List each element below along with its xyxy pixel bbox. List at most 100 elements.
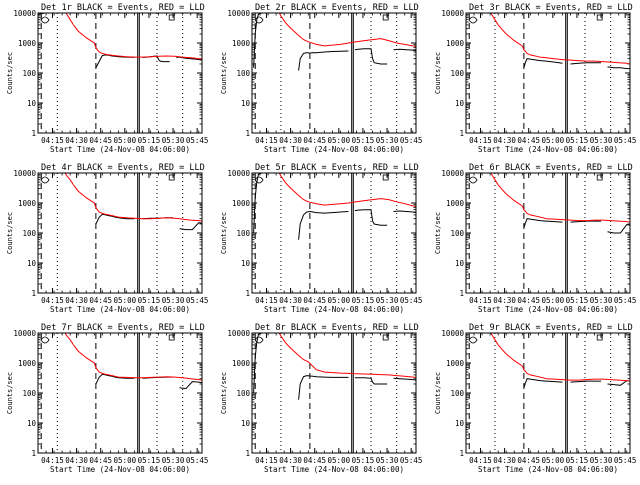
chart-title: Det 2r BLACK = Events, RED = LLD: [255, 3, 419, 13]
x-axis-label: Start Time (24-Nov-08 04:06:00): [50, 305, 190, 314]
state-glyph-box: [382, 174, 389, 181]
series-line-lld: [252, 333, 416, 378]
x-tick-label: 05:30: [590, 456, 613, 465]
y-tick-label: 10000: [441, 329, 464, 338]
x-tick-label: 05:45: [400, 136, 423, 145]
series-line-events: [38, 13, 202, 68]
plot-frame: [465, 332, 631, 454]
x-tick-label: 04:15: [469, 456, 492, 465]
state-glyph: [40, 176, 50, 184]
series-line-lld: [490, 173, 630, 223]
y-tick-label: 1000: [232, 39, 251, 48]
y-axis-label: Counts/sec: [6, 372, 14, 414]
x-tick-label: 05:00: [114, 136, 137, 145]
x-tick-label: 04:30: [279, 296, 302, 305]
x-tick-label: 04:30: [493, 456, 516, 465]
y-tick-label: 1000: [18, 359, 37, 368]
y-tick-label: 1: [245, 289, 250, 298]
y-tick-label: 1: [31, 289, 36, 298]
x-tick-label: 04:45: [517, 296, 540, 305]
series-line-events: [253, 13, 416, 71]
x-axis-label: Start Time (24-Nov-08 04:06:00): [264, 465, 404, 474]
x-tick-label: 05:15: [138, 136, 161, 145]
y-tick-label: 100: [22, 229, 36, 238]
x-tick-label: 04:45: [89, 296, 112, 305]
chart-panel-3: Det 3r BLACK = Events, RED = LLD Counts/s…: [434, 3, 637, 154]
x-tick-label: 05:30: [376, 456, 399, 465]
y-tick-label: 10: [455, 99, 465, 108]
x-tick-label: 04:45: [517, 136, 540, 145]
x-tick-label: 05:30: [590, 296, 613, 305]
state-glyph: [468, 16, 478, 24]
state-glyph-box: [168, 174, 175, 181]
plot-frame: [37, 172, 203, 294]
plot-frame: [251, 172, 417, 294]
series-line-events: [253, 173, 416, 240]
x-tick-label: 04:15: [41, 456, 64, 465]
y-axis-label: Counts/sec: [220, 52, 228, 94]
chart-title: Det 9r BLACK = Events, RED = LLD: [469, 323, 633, 333]
y-tick-label: 1: [245, 129, 250, 138]
y-tick-label: 1000: [232, 199, 251, 208]
x-tick-label: 05:15: [138, 296, 161, 305]
series-line-events: [253, 333, 416, 400]
x-tick-label: 04:45: [303, 136, 326, 145]
x-tick-label: 05:15: [566, 296, 589, 305]
state-glyph-box: [382, 334, 389, 341]
state-glyph-box: [596, 14, 603, 21]
y-tick-label: 100: [236, 389, 250, 398]
y-axis-label: Counts/sec: [6, 52, 14, 94]
x-tick-label: 05:45: [614, 136, 637, 145]
y-tick-label: 100: [450, 389, 464, 398]
x-tick-label: 05:45: [614, 456, 637, 465]
x-axis-label: Start Time (24-Nov-08 04:06:00): [50, 465, 190, 474]
x-tick-label: 04:15: [41, 296, 64, 305]
state-glyph: [40, 16, 50, 24]
chart-title: Det 4r BLACK = Events, RED = LLD: [41, 163, 205, 173]
x-axis-label: Start Time (24-Nov-08 04:06:00): [478, 465, 618, 474]
x-tick-label: 05:15: [352, 296, 375, 305]
plot-frame: [251, 332, 417, 454]
x-tick-label: 05:15: [566, 136, 589, 145]
x-tick-label: 05:00: [328, 296, 351, 305]
y-tick-label: 1: [31, 449, 36, 458]
x-tick-label: 04:15: [255, 456, 278, 465]
chart-title: Det 7r BLACK = Events, RED = LLD: [41, 323, 205, 333]
y-tick-label: 100: [236, 229, 250, 238]
y-tick-label: 10: [27, 99, 37, 108]
y-tick-label: 1: [459, 289, 464, 298]
x-tick-label: 04:30: [493, 136, 516, 145]
y-tick-label: 1000: [446, 199, 465, 208]
chart-panel-9: Det 9r BLACK = Events, RED = LLD Counts/s…: [434, 323, 637, 474]
chart-panel-8: Det 8r BLACK = Events, RED = LLD Counts/s…: [220, 323, 423, 474]
chart-title: Det 6r BLACK = Events, RED = LLD: [469, 163, 633, 173]
x-tick-label: 05:30: [376, 296, 399, 305]
x-tick-label: 05:45: [400, 456, 423, 465]
y-tick-label: 1000: [232, 359, 251, 368]
chart-title: Det 8r BLACK = Events, RED = LLD: [255, 323, 419, 333]
y-axis-label: Counts/sec: [434, 52, 442, 94]
state-glyph-box: [168, 14, 175, 21]
x-tick-label: 04:15: [255, 296, 278, 305]
y-tick-label: 10: [27, 419, 37, 428]
series-line-events: [523, 58, 630, 70]
x-tick-label: 05:30: [162, 296, 185, 305]
y-tick-label: 100: [22, 389, 36, 398]
x-tick-label: 04:45: [303, 296, 326, 305]
plot-area: [468, 13, 630, 133]
x-tick-label: 04:45: [89, 456, 112, 465]
series-line-lld: [38, 173, 202, 222]
x-tick-label: 05:45: [400, 296, 423, 305]
y-tick-label: 10: [455, 419, 465, 428]
x-tick-label: 04:30: [493, 296, 516, 305]
x-tick-label: 04:45: [517, 456, 540, 465]
y-tick-label: 100: [450, 69, 464, 78]
y-axis-label: Counts/sec: [220, 372, 228, 414]
x-tick-label: 05:00: [114, 456, 137, 465]
y-tick-label: 100: [236, 69, 250, 78]
plot-area: [252, 13, 416, 133]
y-tick-label: 1000: [446, 359, 465, 368]
plot-area: [468, 173, 630, 293]
y-tick-label: 1: [31, 129, 36, 138]
x-tick-label: 05:15: [138, 456, 161, 465]
